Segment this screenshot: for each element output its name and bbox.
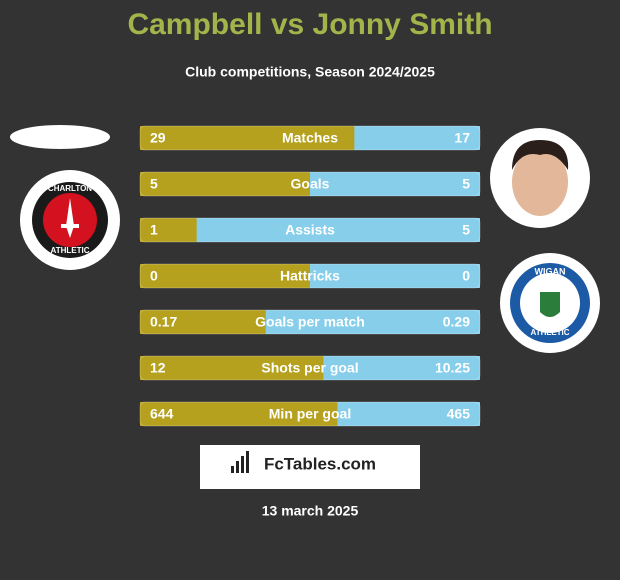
stat-label: Shots per goal (261, 360, 358, 376)
bar-right (196, 218, 480, 242)
subtitle: Club competitions, Season 2024/2025 (185, 64, 435, 80)
bar-left (140, 218, 197, 242)
stat-label: Matches (282, 130, 338, 146)
stat-label: Hattricks (280, 268, 340, 284)
bar-outline (139, 309, 481, 335)
right-value: 0.29 (443, 314, 470, 330)
bar-left (140, 126, 355, 150)
bar-left (140, 402, 338, 426)
right-value: 17 (454, 130, 470, 146)
brand-icon (231, 451, 249, 473)
stat-label: Min per goal (269, 406, 351, 422)
bar-left (140, 310, 266, 334)
bar-right (265, 310, 480, 334)
logo-text: CHARLTON (48, 184, 92, 193)
bar-left (140, 356, 324, 380)
left-value: 644 (150, 406, 174, 422)
bar-outline (139, 125, 481, 151)
right-value: 10.25 (435, 360, 470, 376)
placeholder-ellipse (10, 125, 110, 149)
bar-left (140, 172, 310, 196)
bar-outline (139, 217, 481, 243)
date: 13 march 2025 (262, 503, 359, 519)
bar-left (140, 264, 310, 288)
stat-label: Goals (291, 176, 330, 192)
bar-right (337, 402, 480, 426)
bar-right (310, 264, 480, 288)
bar-outline (139, 171, 481, 197)
left-value: 29 (150, 130, 166, 146)
player-photo (490, 128, 590, 231)
left-value: 12 (150, 360, 166, 376)
right-value: 0 (462, 268, 470, 284)
right-value: 465 (447, 406, 471, 422)
left-value: 5 (150, 176, 158, 192)
right-logo: WIGAN ATHLETIC (500, 253, 600, 353)
logo-text: WIGAN (535, 266, 566, 276)
left-value: 0.17 (150, 314, 177, 330)
right-value: 5 (462, 176, 470, 192)
bar-outline (139, 401, 481, 427)
title: Campbell vs Jonny Smith (127, 8, 492, 41)
bar-right (354, 126, 480, 150)
bar-right (310, 172, 480, 196)
logo-text: ATHLETIC (51, 246, 90, 255)
rows: 29 17 Matches 5 5 Goals 1 5 Assists 0 0 Hattricks 0.… (139, 125, 481, 427)
stat-label: Goals per match (255, 314, 365, 330)
left-value: 1 (150, 222, 158, 238)
bar-right (323, 356, 480, 380)
bar-outline (139, 263, 481, 289)
right-value: 5 (462, 222, 470, 238)
bar-outline (139, 355, 481, 381)
stat-label: Assists (285, 222, 335, 238)
left-logo: CHARLTON ATHLETIC (20, 170, 120, 270)
brand: FcTables.com (264, 454, 376, 473)
logo-text: ATHLETIC (531, 328, 570, 337)
left-value: 0 (150, 268, 158, 284)
